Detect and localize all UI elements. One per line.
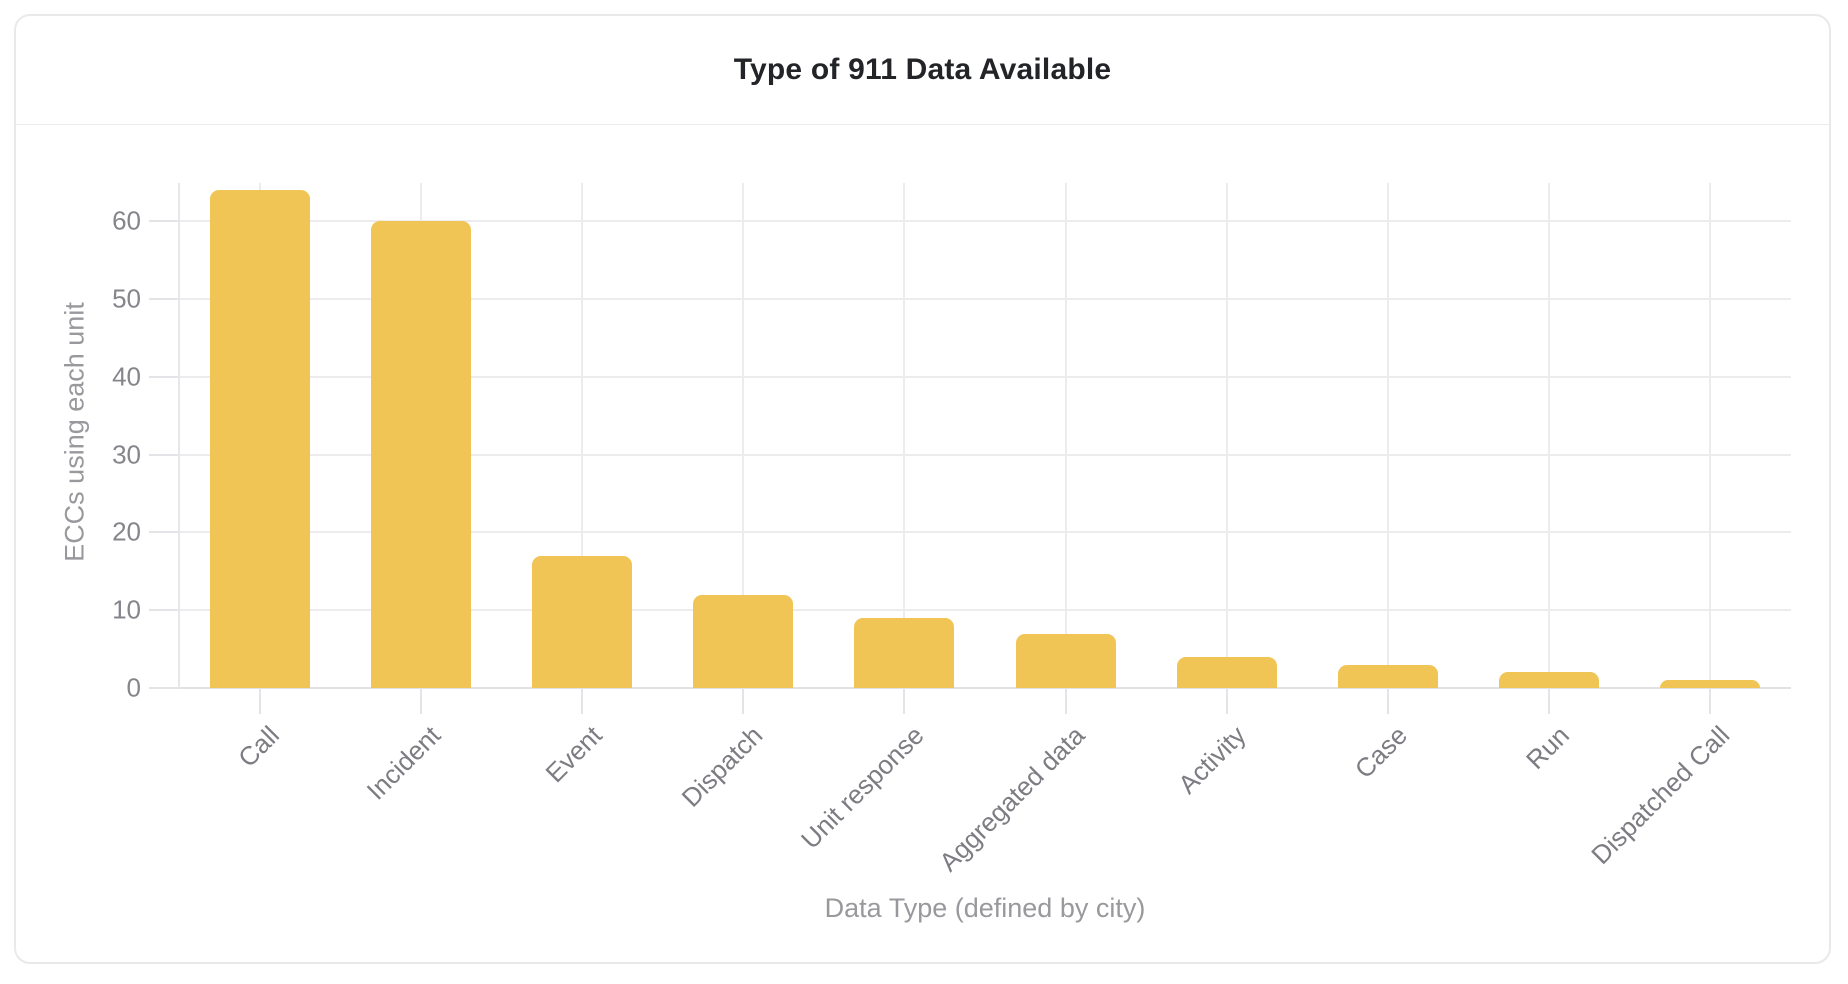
- x-axis-tick: [742, 688, 745, 714]
- bar-call[interactable]: [209, 189, 310, 688]
- x-axis-tick: [1064, 688, 1067, 714]
- x-tick-label: Unit response: [794, 720, 930, 855]
- x-axis-title: Data Type (defined by city): [824, 893, 1146, 923]
- bar-run[interactable]: [1499, 672, 1600, 688]
- x-tick-label: Call: [231, 720, 285, 773]
- x-tick-label: Event: [538, 720, 608, 789]
- x-gridline: [742, 183, 745, 688]
- x-axis-tick: [1548, 688, 1551, 714]
- y-tick-label: 30: [112, 439, 141, 469]
- x-gridline: [1548, 183, 1551, 688]
- y-tick-label: 10: [112, 594, 141, 625]
- y-axis-tick: [149, 297, 179, 300]
- y-tick-label: 60: [112, 205, 141, 236]
- bar-unit-response[interactable]: [854, 617, 955, 688]
- chart-card-header: Type of 911 Data Available: [16, 16, 1829, 125]
- x-gridline: [581, 183, 583, 688]
- y-tick-label: 0: [126, 672, 141, 703]
- x-gridline: [903, 183, 906, 688]
- x-tick-label: Aggregated data: [933, 720, 1091, 878]
- x-tick-label: Run: [1519, 720, 1575, 775]
- y-gridline: [179, 297, 1791, 300]
- x-axis-tick: [258, 688, 261, 714]
- x-axis-tick: [1387, 688, 1389, 714]
- x-tick-label: Activity: [1172, 720, 1253, 800]
- bar-dispatch[interactable]: [693, 594, 794, 688]
- y-axis-tick: [149, 220, 179, 223]
- bar-dispatched-call[interactable]: [1660, 680, 1761, 688]
- bar-activity[interactable]: [1176, 656, 1277, 688]
- x-axis-tick: [581, 688, 583, 714]
- x-gridline: [1064, 183, 1067, 688]
- y-gridline: [179, 453, 1791, 456]
- x-axis-line: [179, 687, 1791, 689]
- y-axis-tick: [149, 375, 179, 378]
- bar-event[interactable]: [532, 555, 632, 688]
- y-tick-label: 50: [112, 283, 141, 314]
- y-gridline: [179, 220, 1791, 223]
- chart-title: Type of 911 Data Available: [733, 53, 1112, 86]
- y-axis-tick: [149, 609, 179, 612]
- y-gridline: [179, 375, 1791, 378]
- x-tick-label: Case: [1349, 720, 1414, 785]
- x-axis-tick: [419, 688, 422, 714]
- x-tick-label: Dispatch: [675, 720, 769, 813]
- x-axis-tick: [1709, 688, 1712, 714]
- bar-aggregated-data[interactable]: [1015, 633, 1116, 688]
- chart-card: Type of 911 Data Available: [14, 14, 1831, 964]
- x-gridline: [1387, 183, 1389, 688]
- x-axis-tick: [1225, 688, 1228, 714]
- x-gridline: [1709, 183, 1712, 688]
- y-axis-title: ECCs using each unit: [59, 302, 90, 562]
- y-tick-label: 20: [112, 516, 141, 547]
- y-axis-tick: [149, 531, 179, 534]
- x-axis-tick: [903, 688, 906, 714]
- y-gridline: [179, 531, 1791, 534]
- y-axis-tick: [149, 453, 179, 456]
- x-tick-label: Incident: [360, 720, 447, 806]
- x-tick-label: Dispatched Call: [1585, 720, 1736, 870]
- bar-incident[interactable]: [370, 221, 471, 688]
- x-gridline: [1225, 183, 1228, 688]
- bar-case[interactable]: [1338, 664, 1438, 688]
- y-axis-line: [178, 183, 180, 688]
- y-tick-label: 40: [112, 361, 141, 392]
- y-gridline: [179, 609, 1791, 612]
- y-axis-tick: [149, 687, 179, 689]
